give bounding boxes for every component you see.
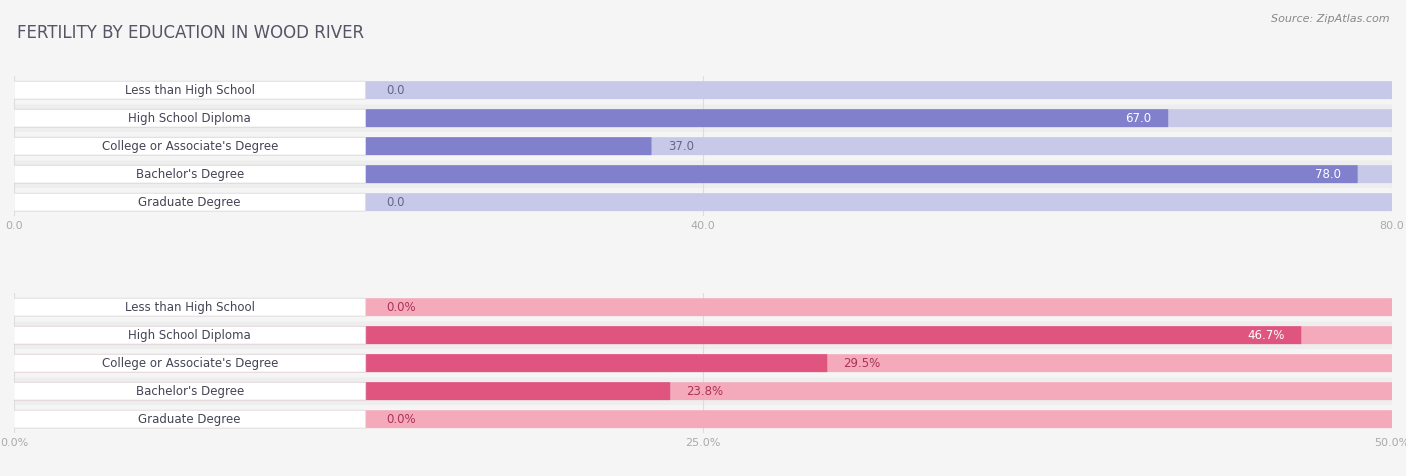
Text: 78.0: 78.0 bbox=[1315, 168, 1341, 181]
FancyBboxPatch shape bbox=[14, 193, 1392, 211]
Text: FERTILITY BY EDUCATION IN WOOD RIVER: FERTILITY BY EDUCATION IN WOOD RIVER bbox=[17, 24, 364, 42]
FancyBboxPatch shape bbox=[14, 382, 366, 400]
FancyBboxPatch shape bbox=[14, 326, 1302, 344]
Text: Source: ZipAtlas.com: Source: ZipAtlas.com bbox=[1271, 14, 1389, 24]
Text: High School Diploma: High School Diploma bbox=[128, 112, 252, 125]
FancyBboxPatch shape bbox=[14, 193, 366, 211]
FancyBboxPatch shape bbox=[14, 354, 827, 372]
Text: 37.0: 37.0 bbox=[668, 139, 695, 153]
FancyBboxPatch shape bbox=[14, 109, 366, 127]
FancyBboxPatch shape bbox=[14, 81, 1392, 99]
FancyBboxPatch shape bbox=[14, 354, 366, 372]
FancyBboxPatch shape bbox=[14, 188, 1392, 216]
FancyBboxPatch shape bbox=[14, 109, 1168, 127]
Text: 23.8%: 23.8% bbox=[686, 385, 724, 397]
Text: 0.0: 0.0 bbox=[387, 196, 405, 208]
FancyBboxPatch shape bbox=[14, 410, 366, 428]
Text: 0.0%: 0.0% bbox=[387, 301, 416, 314]
FancyBboxPatch shape bbox=[14, 377, 1392, 405]
FancyBboxPatch shape bbox=[14, 410, 1392, 428]
FancyBboxPatch shape bbox=[14, 165, 366, 183]
FancyBboxPatch shape bbox=[14, 382, 1392, 400]
FancyBboxPatch shape bbox=[14, 293, 1392, 321]
FancyBboxPatch shape bbox=[14, 165, 1392, 183]
FancyBboxPatch shape bbox=[14, 321, 1392, 349]
Text: 0.0%: 0.0% bbox=[387, 413, 416, 426]
FancyBboxPatch shape bbox=[14, 137, 651, 155]
FancyBboxPatch shape bbox=[14, 326, 366, 344]
Text: Graduate Degree: Graduate Degree bbox=[138, 196, 240, 208]
FancyBboxPatch shape bbox=[14, 137, 1392, 155]
FancyBboxPatch shape bbox=[14, 354, 1392, 372]
FancyBboxPatch shape bbox=[14, 382, 671, 400]
FancyBboxPatch shape bbox=[14, 160, 1392, 188]
FancyBboxPatch shape bbox=[14, 349, 1392, 377]
FancyBboxPatch shape bbox=[14, 406, 1392, 433]
FancyBboxPatch shape bbox=[14, 104, 1392, 132]
Text: 29.5%: 29.5% bbox=[844, 357, 880, 370]
Text: Bachelor's Degree: Bachelor's Degree bbox=[135, 168, 243, 181]
FancyBboxPatch shape bbox=[14, 137, 366, 155]
Text: Bachelor's Degree: Bachelor's Degree bbox=[135, 385, 243, 397]
Text: College or Associate's Degree: College or Associate's Degree bbox=[101, 139, 278, 153]
Text: Less than High School: Less than High School bbox=[125, 84, 254, 97]
FancyBboxPatch shape bbox=[14, 81, 366, 99]
Text: High School Diploma: High School Diploma bbox=[128, 328, 252, 342]
Text: 67.0: 67.0 bbox=[1125, 112, 1152, 125]
Text: Graduate Degree: Graduate Degree bbox=[138, 413, 240, 426]
FancyBboxPatch shape bbox=[14, 77, 1392, 104]
Text: 0.0: 0.0 bbox=[387, 84, 405, 97]
FancyBboxPatch shape bbox=[14, 298, 366, 316]
FancyBboxPatch shape bbox=[14, 298, 1392, 316]
FancyBboxPatch shape bbox=[14, 109, 1392, 127]
FancyBboxPatch shape bbox=[14, 326, 1392, 344]
Text: College or Associate's Degree: College or Associate's Degree bbox=[101, 357, 278, 370]
FancyBboxPatch shape bbox=[14, 132, 1392, 160]
Text: Less than High School: Less than High School bbox=[125, 301, 254, 314]
Text: 46.7%: 46.7% bbox=[1247, 328, 1285, 342]
FancyBboxPatch shape bbox=[14, 165, 1358, 183]
